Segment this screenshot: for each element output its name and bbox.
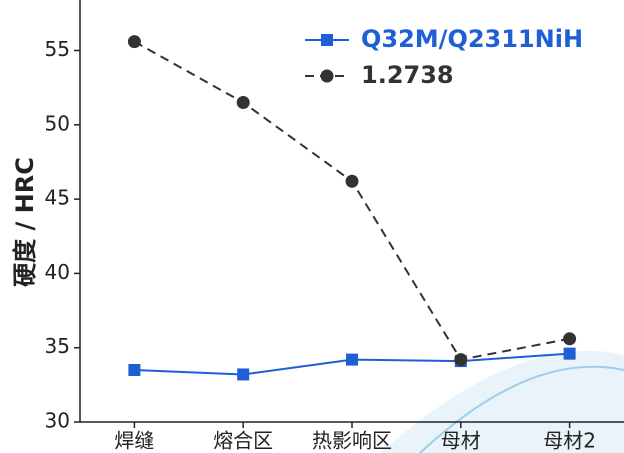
y-axis-label: 硬度 / HRC: [11, 157, 39, 287]
x-tick-label: 焊缝: [114, 429, 154, 453]
y-tick-label: 55: [45, 37, 70, 61]
y-tick-label: 50: [45, 111, 70, 135]
background-decoration: [419, 365, 624, 453]
data-point: [563, 332, 577, 346]
x-tick-label: 母材2: [543, 429, 596, 453]
y-tick-label: 35: [45, 334, 70, 358]
x-tick-label: 熔合区: [213, 429, 273, 453]
data-point: [563, 347, 576, 360]
data-point: [128, 363, 141, 376]
legend-marker: [321, 34, 333, 46]
x-tick-label: 热影响区: [312, 429, 392, 453]
legend-label: 1.2738: [361, 61, 454, 89]
data-point: [454, 353, 468, 367]
data-point: [127, 35, 141, 49]
background-decoration: [380, 350, 624, 453]
y-tick-label: 40: [45, 260, 70, 284]
data-point: [236, 96, 250, 110]
y-tick-label: 30: [45, 409, 70, 433]
data-point: [346, 353, 358, 366]
data-point: [237, 368, 250, 381]
series-line: [133, 40, 570, 361]
legend-marker: [320, 69, 334, 83]
x-tick-label: 母材: [441, 429, 481, 453]
data-point: [345, 174, 359, 188]
y-tick-label: 45: [45, 186, 70, 210]
legend-label: Q32M/Q2311NiH: [361, 25, 583, 53]
